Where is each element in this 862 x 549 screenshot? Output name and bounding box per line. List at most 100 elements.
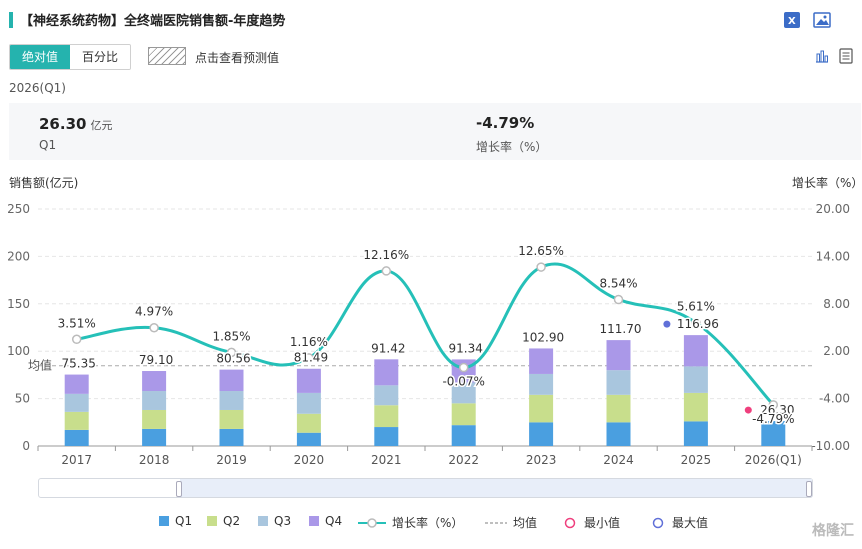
bar-q4 [219,369,244,392]
growth-rate-point [458,362,469,373]
x-tick-label: 2022 [448,453,479,467]
legend-min-ring-icon [564,517,576,528]
bar-q4 [64,374,89,394]
chart-title: 【神经系统药物】全终端医院销售额-年度趋势 [20,14,286,29]
bar-total-label: 111.70 [600,322,642,336]
growth-rate-line [76,262,775,406]
forecast-toggle-label[interactable]: 点击查看预测值 [195,51,280,65]
bar-q4 [683,335,708,367]
title-accent-bar [9,12,13,28]
y2-tick-label: -10.00 [811,439,850,453]
y2-tick-label: 2.00 [823,344,850,358]
bar-chart-icon[interactable] [814,48,830,68]
y-tick-label: 0 [22,439,30,453]
bar-q3 [529,373,554,395]
legend-label-max: 最大值 [672,516,709,530]
min-marker [744,406,752,414]
bar-q4 [529,348,554,374]
y2-tick-label: -4.00 [819,392,850,406]
legend-label-growth: 增长率（%） [392,516,464,530]
legend-item-q1[interactable]: Q1 [159,514,192,528]
growth-rate-point [691,317,701,328]
legend-item-q3[interactable]: Q3 [258,514,291,528]
x-tick-label: 2020 [294,453,325,467]
growth-rate-point [536,262,546,272]
bar-q3 [606,370,631,395]
x-tick-label: 2026(Q1) [745,453,802,467]
legend-dash-icon [485,521,507,524]
legend-label-q4: Q4 [325,514,343,528]
svg-text:X: X [788,16,796,27]
bar-q1 [683,421,708,446]
bar-q3 [374,385,399,406]
forecast-hatch-swatch[interactable] [148,47,186,65]
y-tick-label: 200 [7,249,30,263]
y-tick-label: 50 [15,392,30,406]
bar-q1 [374,427,399,446]
y2-axis-title: 增长率（%） [792,176,862,190]
bar-q2 [683,392,708,422]
view-mode-tabs: 绝对值 百分比 [9,44,132,70]
bar-q3 [142,391,167,410]
legend-item-max[interactable]: 最大值 [650,514,708,531]
bar-q2 [142,409,167,429]
growth-rate-label: 12.65% [518,244,564,258]
x-tick-label: 2025 [681,453,712,467]
bar-q2 [64,411,89,430]
legend-item-q2[interactable]: Q2 [207,514,240,528]
bar-total-label: 91.42 [371,341,405,355]
legend-item-q4[interactable]: Q4 [309,514,342,528]
tab-absolute[interactable]: 绝对值 [10,45,71,69]
legend-item-growth[interactable]: 增长率（%） [358,514,463,531]
zoom-slider-left-handle[interactable] [176,481,182,497]
bar-q4 [296,368,321,393]
y2-tick-label: 8.00 [823,297,850,311]
legend-swatch-q2 [207,516,217,526]
legend-label-q1: Q1 [175,514,193,528]
watermark-logo: 格隆汇 [812,523,854,539]
y-tick-label: 250 [7,202,30,216]
y2-tick-label: 20.00 [816,202,850,216]
summary-unit: 亿元 [90,119,113,132]
legend-label-q2: Q2 [223,514,241,528]
growth-rate-label: -0.07% [442,375,484,389]
y2-tick-label: 14.00 [816,249,850,263]
legend-item-mean[interactable]: 均值 [485,514,537,531]
excel-export-icon[interactable]: X [783,11,801,33]
bar-q3 [64,393,89,412]
bar-q4 [606,340,631,371]
legend-label-min: 最小值 [584,516,621,530]
tab-percentage[interactable]: 百分比 [70,45,131,69]
bar-q4 [374,359,399,386]
zoom-slider[interactable] [38,478,813,498]
bar-q1 [296,432,321,446]
bar-total-label: 81.49 [294,351,328,365]
summary-panel: 26.30 亿元 Q1 -4.79% 增长率（%） [9,103,861,160]
legend-swatch-q3 [258,516,268,526]
table-icon[interactable] [838,48,854,68]
zoom-slider-right-handle[interactable] [806,481,812,497]
growth-rate-label: 1.85% [212,329,250,343]
zoom-slider-range[interactable] [180,479,812,497]
growth-rate-label: -4.79% [752,412,794,426]
bar-q1 [451,425,476,446]
bar-q3 [683,366,708,393]
sales-growth-chart: 0 -10.00 50 -4.00 100 2.00 150 8.00 200 14.00 250 2… [7,202,850,467]
x-tick-label: 2017 [61,453,92,467]
bar-total-label: 75.35 [62,357,96,371]
bar-q1 [529,422,554,446]
growth-rate-label: 12.16% [363,248,409,262]
max-marker [663,320,671,328]
chart-legend: Q1 Q2 Q3 Q4 增长率（%） 均值 最小值 最大值 [0,514,862,534]
legend-item-min[interactable]: 最小值 [562,514,620,531]
legend-label-mean: 均值 [513,516,538,530]
image-export-icon[interactable] [813,11,831,33]
growth-rate-point [381,266,392,276]
summary-value-group: 26.30 亿元 [39,114,112,133]
bar-q2 [451,403,476,426]
growth-rate-label: 4.97% [135,305,173,319]
bar-q1 [219,428,244,446]
bar-total-label: 116.96 [677,317,719,331]
summary-value: 26.30 [39,115,87,133]
x-tick-label: 2023 [526,453,557,467]
